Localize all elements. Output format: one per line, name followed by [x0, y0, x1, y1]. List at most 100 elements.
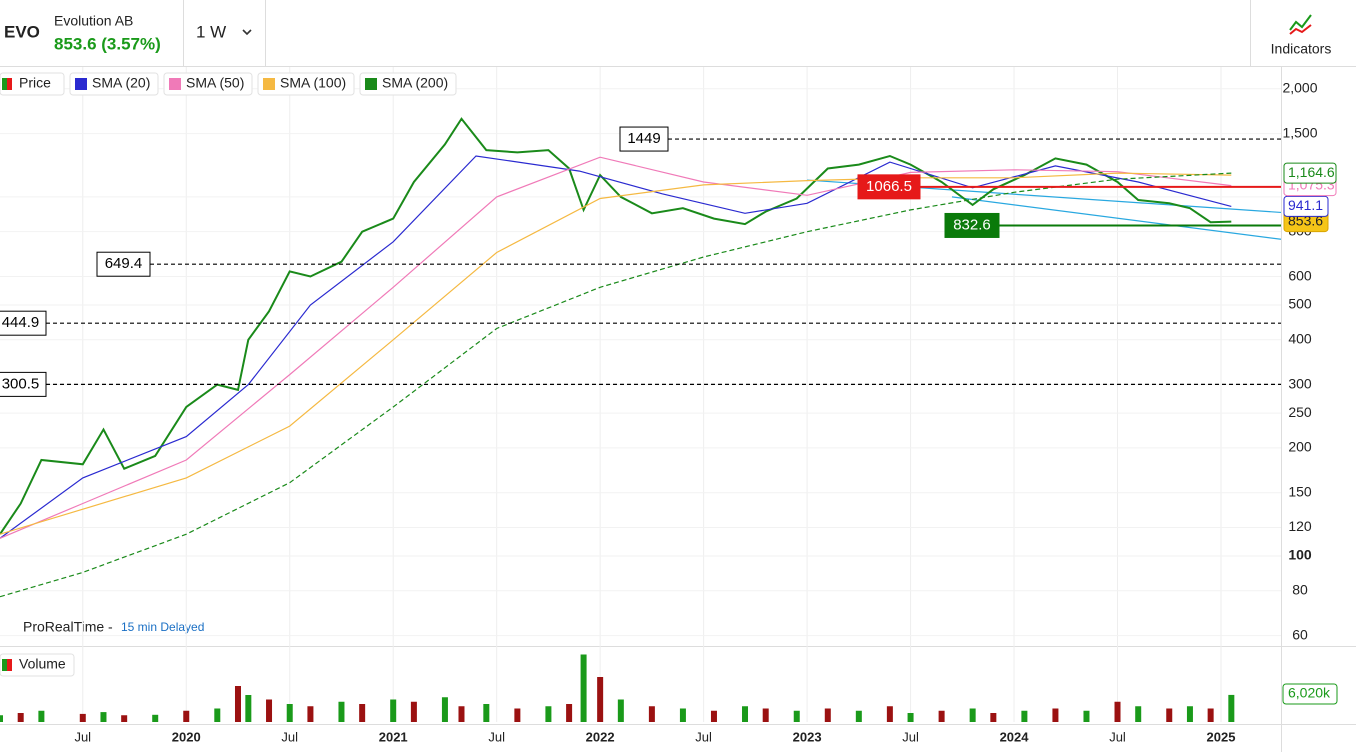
level-label-box: [857, 174, 921, 200]
volume-bar: [1021, 710, 1028, 722]
legend-label: Price: [19, 75, 51, 91]
legend-label: SMA (50): [186, 75, 244, 91]
level-label-box: [0, 310, 47, 336]
x-tick-label: 2025: [1207, 729, 1236, 744]
volume-bar: [1186, 706, 1193, 722]
volume-bar: [617, 699, 624, 722]
volume-label-box: [1282, 683, 1338, 705]
volume-bar: [17, 713, 24, 722]
y-tick-label: 600: [1288, 267, 1312, 283]
level-label: 300.5: [2, 375, 40, 392]
legend-label: SMA (100): [280, 75, 346, 91]
y-tick-label: 1,500: [1282, 124, 1317, 140]
volume-bar: [1114, 701, 1121, 722]
series-line: [0, 172, 1232, 598]
legend-label: SMA (20): [92, 75, 150, 91]
icon-line[interactable]: [1289, 24, 1312, 35]
volume-bar: [938, 710, 945, 722]
volume-bar: [580, 654, 587, 722]
volume-bar: [245, 695, 252, 722]
volume-bar: [307, 706, 314, 722]
sma-label: 1,164.6: [1288, 164, 1335, 180]
y-tick-label: 250: [1288, 404, 1312, 420]
x-tick-label: 2022: [586, 729, 615, 744]
volume-bar: [597, 677, 604, 722]
volume-bar: [121, 715, 128, 722]
volume-bar: [266, 699, 273, 722]
volume-bar: [338, 701, 345, 722]
volume-bar: [152, 714, 159, 722]
volume-label: 6,020k: [1288, 685, 1331, 701]
x-tick-label: Jul: [488, 729, 505, 744]
legend-swatch: [75, 78, 87, 90]
x-tick-label: 2021: [379, 729, 408, 744]
x-tick-label: Jul: [902, 729, 919, 744]
level-label-box: [619, 126, 669, 152]
legend-swatch: [365, 78, 377, 90]
sma-label-box: [1283, 195, 1329, 217]
indicators-button[interactable]: Indicators: [1271, 41, 1332, 57]
volume-bar: [410, 701, 417, 722]
y-tick-label: 2,000: [1282, 79, 1317, 95]
volume-bar: [0, 715, 3, 722]
y-tick-label: 120: [1288, 518, 1312, 534]
level-label: 1066.5: [866, 178, 912, 195]
legend-box: [0, 72, 65, 96]
source: ProRealTime -: [23, 619, 113, 635]
y-tick-label: 80: [1292, 581, 1308, 597]
legend-box: [257, 72, 355, 96]
x-tick-label: Jul: [74, 729, 91, 744]
volume-bar: [824, 708, 831, 722]
volume-bar: [359, 704, 366, 722]
y-tick-label: 200: [1288, 439, 1312, 455]
indicators-icon[interactable]: [1289, 12, 1314, 36]
icon-line[interactable]: [1289, 14, 1312, 31]
legend-box: [69, 72, 159, 96]
volume-bar: [1052, 708, 1059, 722]
volume-bar: [679, 708, 686, 722]
legend-swatch: [169, 78, 181, 90]
level-label-box: [0, 371, 47, 397]
level-label: 1449: [627, 130, 660, 147]
legend-box: [359, 72, 457, 96]
volume-bar: [969, 708, 976, 722]
y-tick-label: 300: [1288, 375, 1312, 391]
volume-bar: [286, 704, 293, 722]
legend-swatch: [7, 659, 12, 671]
volume-bar: [990, 713, 997, 722]
volume-bar: [458, 706, 465, 722]
volume-bar: [441, 697, 448, 722]
volume-bar: [648, 706, 655, 722]
series-line: [0, 172, 1232, 535]
y-tick-label: 500: [1288, 296, 1312, 312]
legend-swatch: [7, 78, 12, 90]
interval-chevron[interactable]: [242, 29, 252, 36]
volume-bar: [38, 710, 45, 722]
y-tick-label: 400: [1288, 330, 1312, 346]
interval[interactable]: 1 W: [196, 22, 226, 41]
legend-swatch: [2, 659, 7, 671]
level-label-box: [96, 251, 151, 277]
quote: 853.6 (3.57%): [54, 34, 161, 53]
volume-bar: [214, 708, 221, 722]
series-line: [0, 155, 1232, 539]
volume-bar: [514, 708, 521, 722]
volume-bar: [1083, 710, 1090, 722]
volume-bar: [710, 710, 717, 722]
volume-bar: [742, 706, 749, 722]
plot-layer: [0, 67, 1282, 722]
legend-label: SMA (200): [382, 75, 448, 91]
volume-bar: [390, 699, 397, 722]
volume-bar: [1135, 706, 1142, 722]
legend-swatch: [263, 78, 275, 90]
symbol: EVO: [4, 22, 40, 41]
volume-bar: [566, 704, 573, 722]
volume-bar: [234, 686, 241, 722]
x-tick-label: 2020: [172, 729, 201, 744]
y-tick-label: 100: [1288, 547, 1312, 563]
level-label-box: [944, 212, 1000, 238]
level-label: 832.6: [953, 216, 991, 233]
